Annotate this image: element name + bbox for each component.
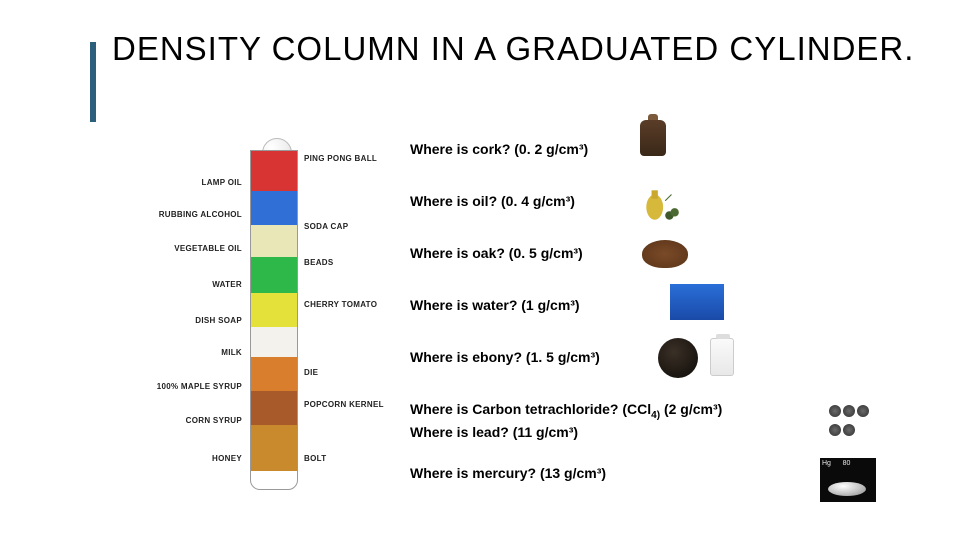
question-ccl4-lead: Where is Carbon tetrachloride? (CCl4) (2… bbox=[410, 400, 930, 442]
cylinder-label-left: 100% MAPLE SYRUP bbox=[142, 382, 242, 391]
question-oil: Where is oil? (0. 4 g/cm³) bbox=[410, 192, 930, 222]
layer-rubbing-alcohol bbox=[251, 191, 297, 225]
layer-vegetable-oil bbox=[251, 225, 297, 257]
question-cork: Where is cork? (0. 2 g/cm³) bbox=[410, 140, 930, 170]
cylinder-label-right: CHERRY TOMATO bbox=[304, 300, 377, 309]
layer-lamp-oil bbox=[251, 151, 297, 191]
cylinder-label-right: DIE bbox=[304, 368, 318, 377]
layer-maple-syrup bbox=[251, 357, 297, 391]
cylinder-label-left: WATER bbox=[142, 280, 242, 289]
page-title: DENSITY COLUMN IN A GRADUATED CYLINDER. bbox=[112, 30, 914, 68]
accent-bar bbox=[90, 42, 96, 122]
cylinder-label-right: BEADS bbox=[304, 258, 334, 267]
layer-dish-soap bbox=[251, 293, 297, 327]
cylinder-label-left: CORN SYRUP bbox=[142, 416, 242, 425]
olive-oil-icon bbox=[640, 184, 682, 226]
cylinder-label-left: RUBBING ALCOHOL bbox=[142, 210, 242, 219]
questions-list: Where is cork? (0. 2 g/cm³) Where is oil… bbox=[410, 140, 930, 516]
lead-pellets-icon bbox=[828, 404, 872, 434]
cylinder-label-left: MILK bbox=[142, 348, 242, 357]
cylinder-label-right: POPCORN KERNEL bbox=[304, 400, 384, 409]
layer-corn-syrup bbox=[251, 391, 297, 425]
cylinder-label-left: HONEY bbox=[142, 454, 242, 463]
layer-milk bbox=[251, 327, 297, 357]
question-mercury: Where is mercury? (13 g/cm³) Hg 80 bbox=[410, 464, 930, 494]
layer-honey bbox=[251, 425, 297, 471]
vial-icon bbox=[710, 338, 734, 376]
cylinder-label-left: VEGETABLE OIL bbox=[142, 244, 242, 253]
cylinder-label-right: PING PONG BALL bbox=[304, 154, 377, 163]
question-water: Where is water? (1 g/cm³) bbox=[410, 296, 930, 326]
mercury-element-icon: Hg 80 bbox=[820, 458, 876, 502]
cylinder-label-left: LAMP OIL bbox=[142, 178, 242, 187]
ebony-icon bbox=[658, 338, 698, 378]
question-text: Where is cork? (0. 2 g/cm³) bbox=[410, 140, 930, 160]
cylinder-label-right: BOLT bbox=[304, 454, 326, 463]
cylinder-label-left: DISH SOAP bbox=[142, 316, 242, 325]
water-icon bbox=[670, 284, 724, 320]
oak-tree-icon bbox=[642, 240, 688, 268]
layer-water bbox=[251, 257, 297, 293]
question-oak: Where is oak? (0. 5 g/cm³) bbox=[410, 244, 930, 274]
graduated-cylinder bbox=[250, 150, 298, 490]
question-ebony: Where is ebony? (1. 5 g/cm³) bbox=[410, 348, 930, 378]
cylinder-label-right: SODA CAP bbox=[304, 222, 348, 231]
pepper-mill-icon bbox=[640, 120, 666, 156]
density-column-diagram: LAMP OIL RUBBING ALCOHOL VEGETABLE OIL WATE… bbox=[140, 140, 400, 520]
